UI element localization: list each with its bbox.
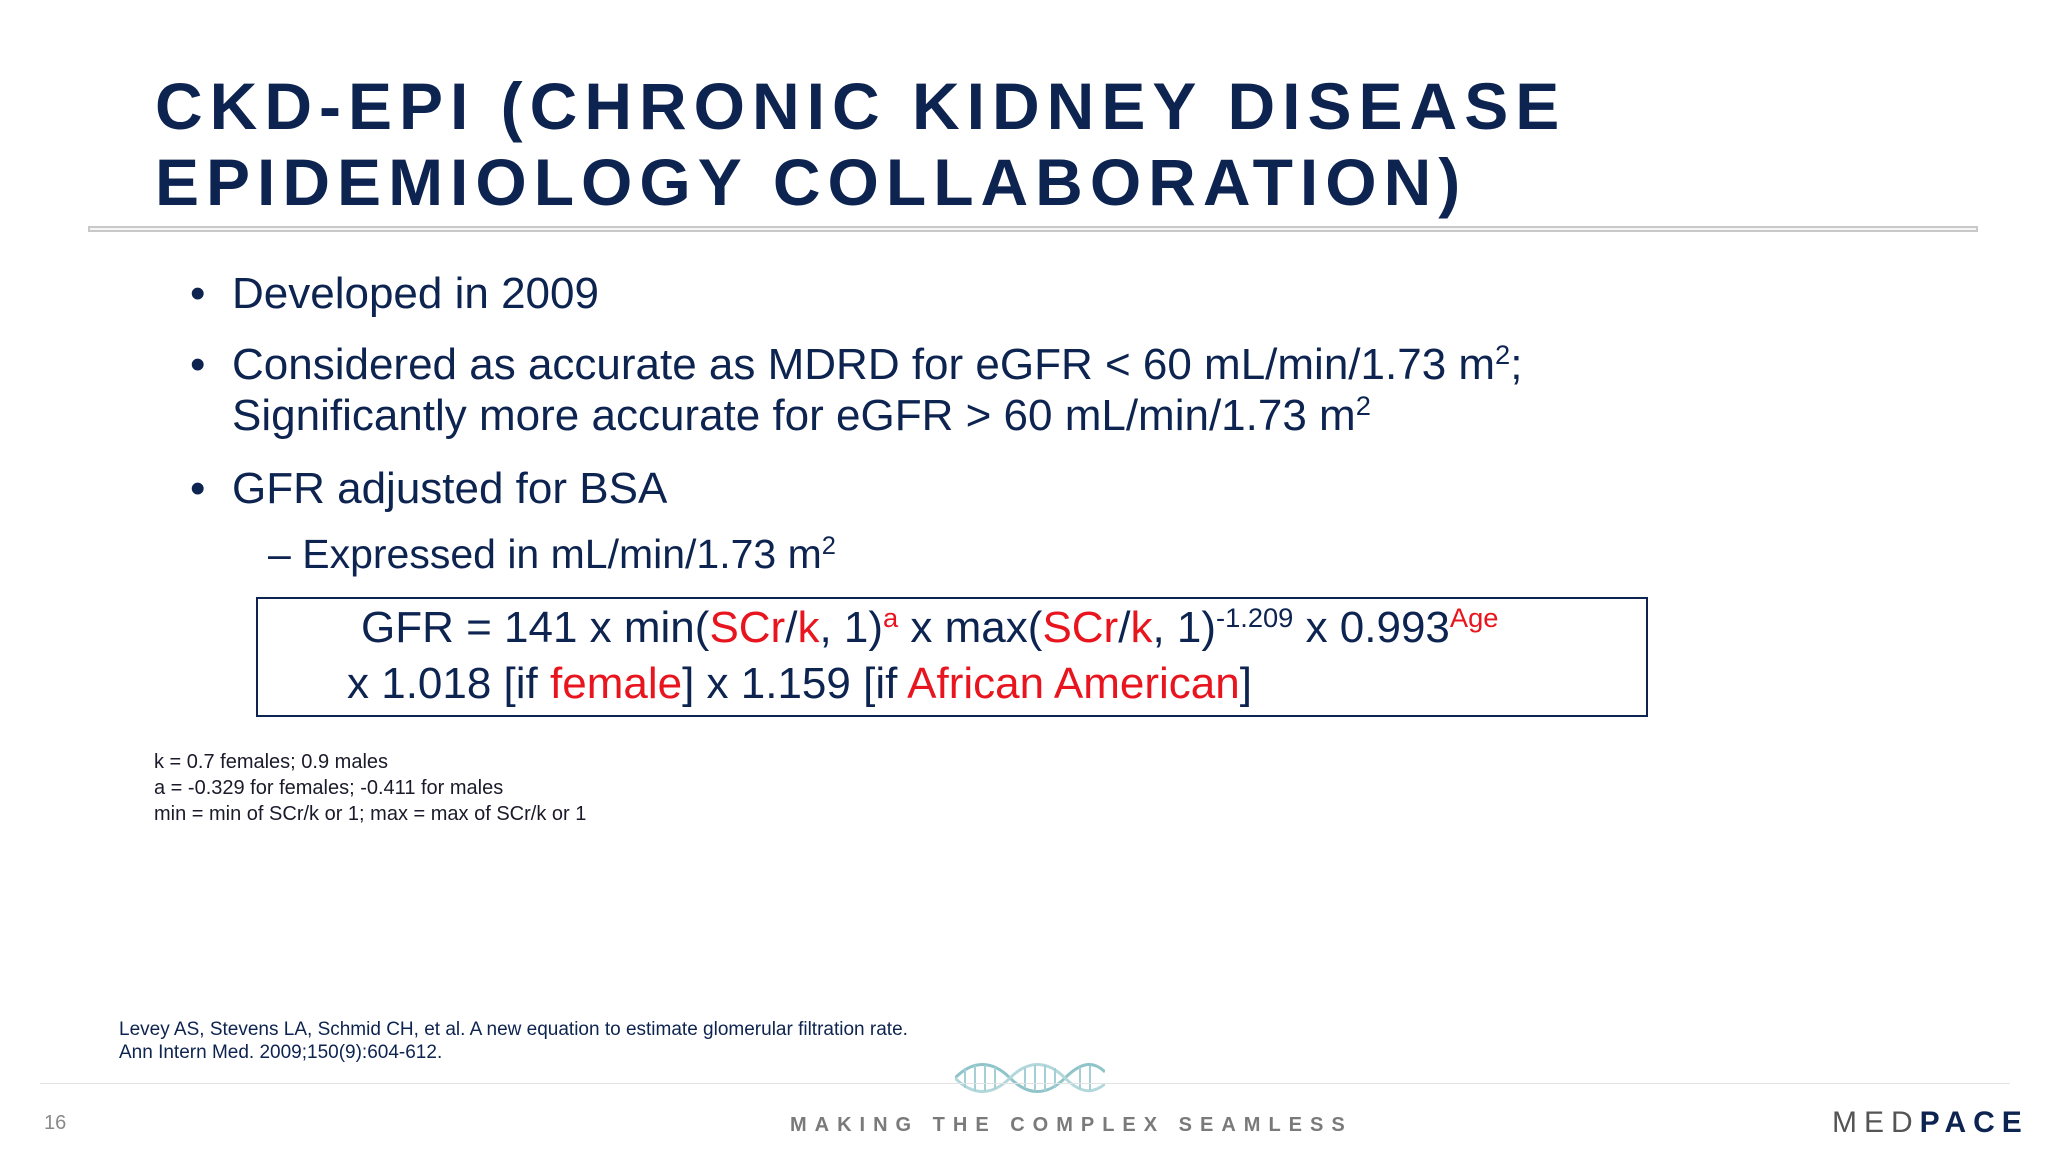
bullet-dot: • xyxy=(190,269,206,318)
title-line-2: EPIDEMIOLOGY COLLABORATION) xyxy=(155,145,1468,219)
title-line-1: CKD-EPI (CHRONIC KIDNEY DISEASE xyxy=(155,69,1567,143)
reference-line-2: Ann Intern Med. 2009;150(9):604-612. xyxy=(119,1042,443,1063)
note-min-max: min = min of SCr/k or 1; max = max of SC… xyxy=(154,803,587,825)
medpace-logo: MEDPACE xyxy=(1832,1106,2029,1139)
dna-helix-icon xyxy=(955,1063,1105,1093)
formula-box: GFR = 141 x min(SCr/k, 1)a x max(SCr/k, … xyxy=(256,597,1648,717)
bullet-dot: • xyxy=(190,340,206,389)
sub-bullet-dash: – xyxy=(268,531,291,577)
bullet-text-line2: Significantly more accurate for eGFR > 6… xyxy=(232,390,1371,440)
footer-tagline: MAKING THE COMPLEX SEAMLESS xyxy=(790,1114,1353,1136)
formula-notes: k = 0.7 females; 0.9 males a = -0.329 fo… xyxy=(154,749,586,827)
formula-line-2: x 1.018 [if female] x 1.159 [if African … xyxy=(347,659,1252,708)
note-a: a = -0.329 for females; -0.411 for males xyxy=(154,777,504,799)
note-k: k = 0.7 females; 0.9 males xyxy=(154,751,389,773)
title-divider xyxy=(88,226,1978,232)
sub-bullet-text: Expressed in mL/min/1.73 m2 xyxy=(302,531,836,577)
reference-citation: Levey AS, Stevens LA, Schmid CH, et al. … xyxy=(119,1018,908,1064)
bullet-text-line1: Considered as accurate as MDRD for eGFR … xyxy=(232,339,1523,389)
bullet-text: Developed in 2009 xyxy=(232,269,599,318)
footer-divider xyxy=(40,1083,2010,1084)
slide-title: CKD-EPI (CHRONIC KIDNEY DISEASE EPIDEMIO… xyxy=(155,68,1955,220)
page-number: 16 xyxy=(44,1112,67,1134)
sub-bullet-expressed: – Expressed in mL/min/1.73 m2 xyxy=(268,530,836,584)
bullet-text: GFR adjusted for BSA xyxy=(232,464,668,513)
formula-line-1: GFR = 141 x min(SCr/k, 1)a x max(SCr/k, … xyxy=(361,602,1499,652)
bullet-dot: • xyxy=(190,464,206,513)
reference-line-1: Levey AS, Stevens LA, Schmid CH, et al. … xyxy=(119,1019,908,1040)
